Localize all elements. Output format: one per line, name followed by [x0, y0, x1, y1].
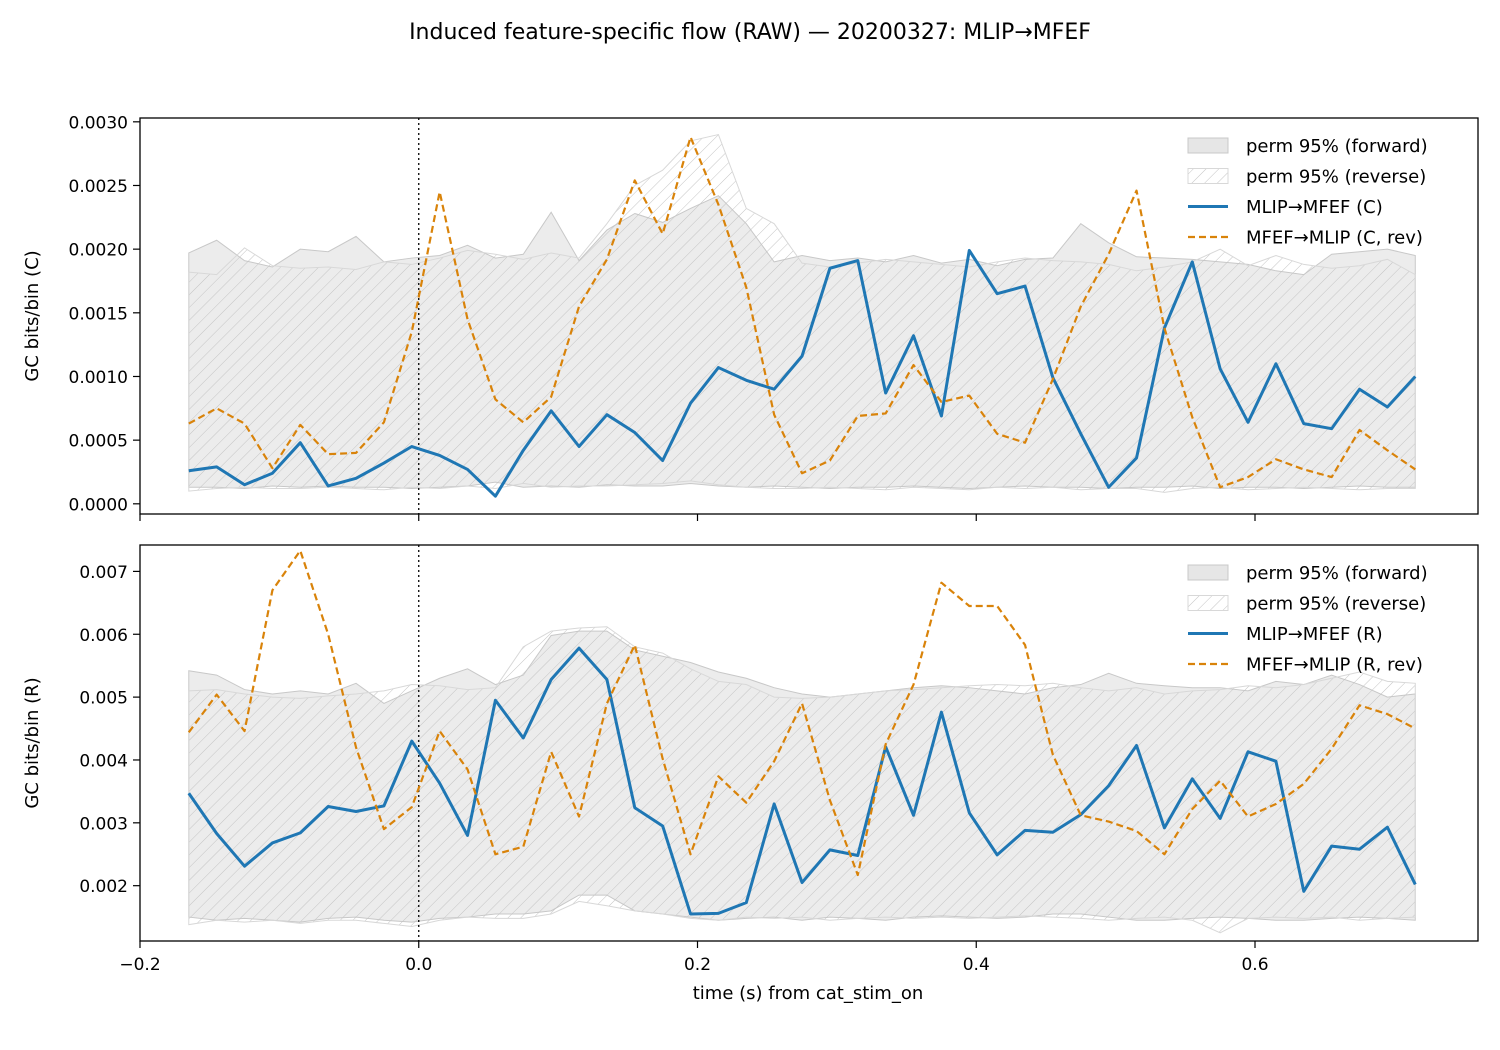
y-tick-label: 0.0030: [69, 113, 128, 133]
y-tick-label: 0.0020: [69, 241, 128, 261]
legend-label: MLIP→MFEF (C): [1246, 197, 1383, 218]
y-tick-label: 0.004: [79, 751, 128, 771]
series-line-reverse: [188, 136, 1416, 489]
axes-frame-top: [139, 117, 1479, 515]
panel-top: 0.0000 0.0005 0.0010 0.0015 0.0020 0.0025 0.00…: [22, 113, 1479, 521]
legend-swatch-reverse-band: [1187, 595, 1229, 611]
series-line-reverse: [187, 549, 1416, 877]
y-tick-label: 0.0005: [69, 432, 128, 452]
perm-band-reverse: [188, 133, 1416, 493]
x-axis-label: time (s) from cat_stim_on: [693, 983, 924, 1004]
plot-area-bottom: [187, 545, 1417, 941]
plot-area-top: [188, 118, 1417, 514]
legend-swatch-forward-band: [1187, 564, 1229, 581]
legend-swatch-reverse-band: [1187, 168, 1229, 184]
figure-title: Induced feature-specific flow (RAW) — 20…: [409, 20, 1091, 45]
legend-label: perm 95% (forward): [1246, 136, 1428, 157]
legend-swatch-forward-band: [1187, 137, 1229, 154]
x-tick-label: −0.2: [119, 955, 160, 975]
legend-bottom: perm 95% (forward) perm 95% (reverse) MLIP…: [1187, 563, 1428, 676]
axes-frame-bottom: [139, 544, 1479, 942]
series-line-forward: [188, 248, 1417, 498]
y-tick-label: 0.0015: [69, 304, 128, 324]
y-tick-label: 0.007: [79, 563, 128, 583]
x-tick-label: 0.0: [405, 955, 432, 975]
legend-label: perm 95% (reverse): [1246, 594, 1426, 615]
legend-label: perm 95% (reverse): [1246, 167, 1426, 188]
legend-label: MFEF→MLIP (C, rev): [1246, 228, 1423, 249]
y-tick-label: 0.005: [79, 689, 128, 709]
legend-top: perm 95% (forward) perm 95% (reverse) MLIP…: [1187, 136, 1428, 249]
y-tick-label: 0.0000: [69, 495, 128, 515]
y-tick-label: 0.003: [79, 814, 128, 834]
x-tick-label: 0.2: [684, 955, 711, 975]
y-axis-label: GC bits/bin (R): [22, 677, 43, 808]
legend-label: perm 95% (forward): [1246, 563, 1428, 584]
panel-bottom: 0.002 0.003 0.004 0.005 0.006 0.007 −0.2 0.0 0.2…: [22, 544, 1479, 975]
perm-band-reverse: [188, 626, 1416, 934]
x-tick-label: 0.6: [1241, 955, 1268, 975]
y-tick-label: 0.0010: [69, 368, 128, 388]
series-line-forward: [187, 646, 1417, 916]
y-tick-label: 0.006: [79, 626, 128, 646]
y-axis-label: GC bits/bin (C): [22, 250, 43, 381]
x-tick-label: 0.4: [963, 955, 990, 975]
y-tick-label: 0.002: [79, 877, 128, 897]
legend-label: MLIP→MFEF (R): [1246, 624, 1383, 645]
y-tick-label: 0.0025: [69, 177, 128, 197]
legend-label: MFEF→MLIP (R, rev): [1246, 655, 1423, 676]
